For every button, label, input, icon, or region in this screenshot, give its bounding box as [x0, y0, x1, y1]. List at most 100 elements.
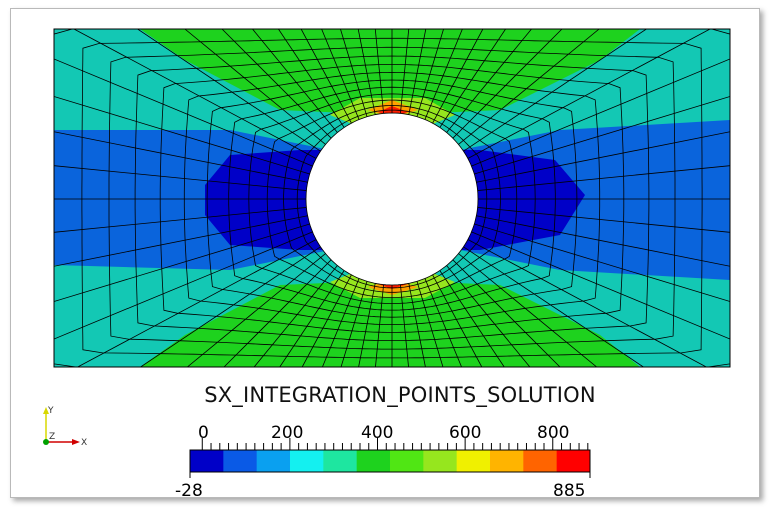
mesh-radial-line [358, 283, 376, 367]
mesh-radial-line [340, 281, 368, 367]
mesh-radial-line [458, 253, 597, 367]
mesh-radial-line [432, 274, 483, 367]
mesh-radial-line [446, 29, 532, 133]
mesh-radial-line [432, 29, 484, 124]
mesh-radial-line [54, 165, 307, 191]
x-axis-label: X [81, 438, 87, 448]
contour-band-green-bottom [140, 280, 640, 367]
mesh-radial-line [340, 29, 368, 117]
mesh-radial-line [474, 96, 730, 175]
y-axis-label: Y [47, 406, 54, 416]
mesh-radial-line [253, 265, 338, 367]
mesh-radial-line [400, 29, 410, 114]
mesh-radial-line [424, 278, 462, 367]
mesh-ring-line [108, 46, 676, 350]
mesh-wireframe [54, 29, 730, 367]
legend-tick-label: 0 [198, 423, 209, 443]
mesh-radial-line [439, 29, 506, 128]
mesh-radial-line [471, 231, 730, 340]
mesh-radial-line [322, 278, 360, 367]
mesh-radial-line [278, 29, 345, 128]
legend-color-swatch [490, 450, 524, 472]
mesh-radial-line [54, 231, 313, 340]
mesh-radial-line [54, 96, 310, 175]
mesh-radial-line [408, 283, 426, 367]
mesh-ring-line [296, 109, 488, 289]
mesh-ring-line [81, 37, 703, 359]
z-axis-dot-icon [43, 439, 49, 445]
mesh-radial-line [321, 29, 360, 120]
legend-color-swatch [190, 450, 224, 472]
mesh-radial-line [416, 281, 444, 367]
legend-tick-label: 800 [537, 423, 569, 443]
mesh-radial-line [301, 274, 352, 367]
mesh-radial-line [467, 239, 707, 367]
plate-outline [53, 28, 731, 368]
color-legend-ticks [189, 438, 591, 478]
mesh-radial-line [54, 223, 310, 302]
mesh-radial-line [439, 270, 505, 367]
mesh-radial-line [400, 284, 409, 367]
legend-color-swatch [523, 450, 558, 472]
contour-band-green-top [140, 29, 640, 115]
mesh-radial-line [137, 29, 321, 152]
legend-bar-outline [189, 449, 591, 473]
mesh-radial-line [374, 29, 384, 114]
mesh-radial-line [416, 29, 444, 117]
legend-color-swatch [390, 450, 424, 472]
color-legend-bar [189, 449, 591, 473]
mesh-radial-line [357, 29, 376, 115]
mesh-radial-line [54, 131, 308, 183]
mesh-radial-line [140, 246, 321, 367]
x-axis-arrow-icon [72, 439, 80, 445]
legend-tick-label: 200 [271, 423, 303, 443]
mesh-radial-line [477, 165, 730, 191]
mesh-radial-line [187, 253, 326, 367]
mesh-radial-line [476, 131, 730, 183]
mesh-radial-line [458, 29, 600, 145]
mesh-radial-line [375, 284, 384, 367]
legend-color-swatch [356, 450, 391, 472]
mesh-radial-line [408, 29, 427, 115]
mesh-radial-line [77, 239, 317, 367]
legend-color-swatch [256, 450, 291, 472]
mesh-radial-line [252, 29, 338, 133]
mesh-ring-line [266, 99, 518, 299]
mesh-ring-line [206, 79, 578, 318]
mesh-radial-line [223, 259, 332, 367]
legend-color-swatch [290, 450, 324, 472]
mesh-radial-line [221, 29, 332, 139]
legend-tick-label: 400 [361, 423, 393, 443]
mesh-radial-line [279, 270, 345, 367]
legend-tick-label: 600 [449, 423, 481, 443]
mesh-radial-line [477, 207, 730, 233]
legend-color-swatch [223, 450, 258, 472]
mesh-ring-line [305, 112, 479, 286]
mesh-radial-line [73, 29, 317, 159]
z-axis-label: Z [49, 432, 55, 442]
mesh-radial-line [471, 58, 730, 167]
stress-contour-plot [54, 29, 730, 367]
mesh-ring-line [228, 86, 556, 311]
legend-min-label: -28 [175, 481, 203, 501]
mesh-ring-line [183, 71, 601, 326]
mesh-radial-line [54, 207, 307, 233]
mesh-radial-line [54, 215, 308, 267]
y-axis-arrow-icon [43, 407, 49, 414]
orientation-axes[interactable]: Y Z X [38, 404, 98, 454]
mesh-radial-line [463, 29, 647, 152]
legend-color-swatch [323, 450, 358, 472]
mesh-radial-line [467, 29, 711, 159]
mesh-ring-line [248, 93, 536, 305]
mesh-radial-line [452, 259, 561, 367]
mesh-ring-line [283, 105, 501, 293]
legend-max-label: 885 [553, 481, 585, 501]
mesh-radial-line [184, 29, 326, 145]
mesh-radial-line [300, 29, 352, 124]
mesh-radial-line [476, 215, 730, 267]
mesh-ring-line [159, 64, 625, 333]
mesh-ring-line [134, 55, 650, 342]
legend-color-swatch [423, 450, 458, 472]
